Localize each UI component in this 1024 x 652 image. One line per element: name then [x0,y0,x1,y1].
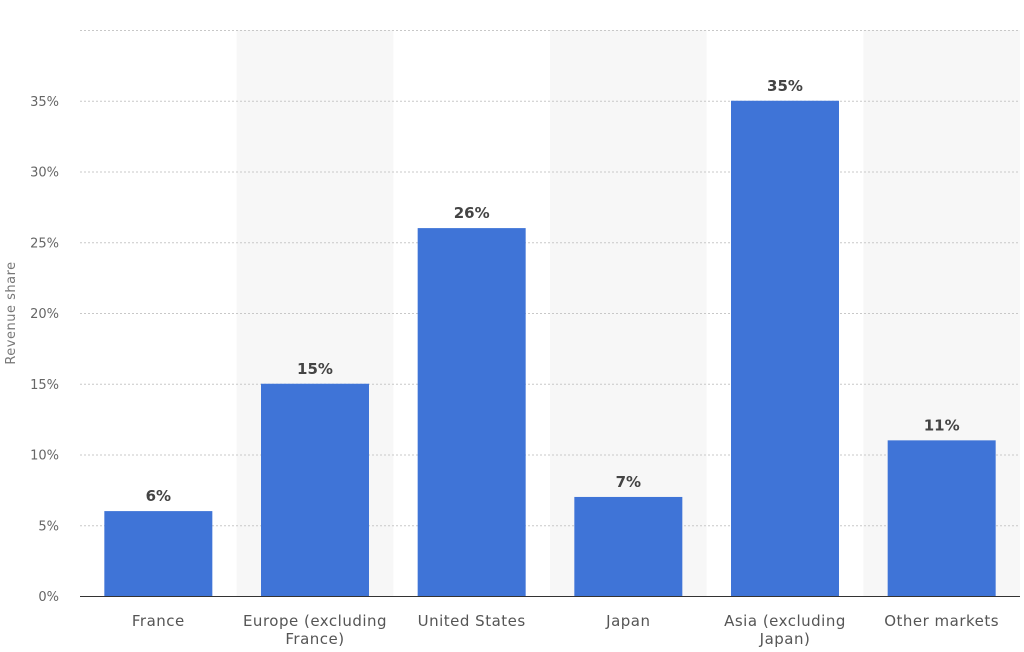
bar [574,496,683,596]
y-tick-label: 25% [30,236,59,251]
y-tick-label: 30% [30,166,59,181]
data-label: 11% [924,416,960,434]
bar [261,383,369,596]
x-category-label: Japan [605,612,650,630]
data-labels: 6% 15% 26% 7% 35% 11% [146,77,960,505]
bar [417,228,526,596]
data-label: 35% [767,77,803,95]
y-tick-label: 20% [30,307,59,322]
bar [104,511,213,596]
y-tick-label: 35% [30,95,59,110]
y-tick-label: 10% [30,449,59,464]
y-axis-ticks: 0% 5% 10% 15% 20% 25% 30% 35% [30,95,59,605]
data-label: 7% [616,473,641,491]
x-category-label: France [132,612,185,630]
y-tick-label: 0% [38,590,59,605]
x-category-label: France) [285,630,344,648]
y-axis-title: Revenue share [4,261,19,364]
data-label: 26% [454,204,490,222]
x-category-label: Japan) [759,630,811,648]
x-category-label: Asia (excluding [724,612,846,630]
gridlines [80,30,1020,527]
data-label: 15% [297,360,333,378]
bar [887,440,996,596]
y-tick-label: 15% [30,378,59,393]
bar [731,100,839,596]
y-tick-label: 5% [38,519,59,534]
x-category-label: Other markets [884,612,999,630]
data-label: 6% [146,487,171,505]
x-category-label: United States [418,612,526,630]
x-category-label: Europe (excluding [243,612,387,630]
bars [104,100,996,596]
